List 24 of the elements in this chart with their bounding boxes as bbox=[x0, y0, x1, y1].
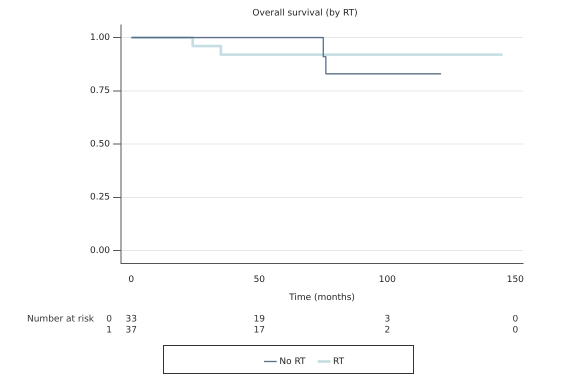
text: 37 bbox=[126, 325, 138, 336]
text: Number at risk bbox=[27, 314, 95, 324]
legend-label: RT bbox=[333, 356, 345, 367]
text: 0 bbox=[106, 314, 112, 324]
text: 3 bbox=[384, 314, 390, 324]
x-tick-label: 0 bbox=[128, 275, 134, 286]
x-tick-label: 150 bbox=[506, 275, 524, 286]
y-tick-label: 0.75 bbox=[90, 86, 110, 96]
x-tick-label: 100 bbox=[378, 275, 396, 286]
y-tick-label: 0.00 bbox=[90, 246, 110, 256]
text: 33 bbox=[126, 314, 138, 324]
x-tick-label: 50 bbox=[254, 275, 266, 286]
y-tick-label: 0.50 bbox=[90, 139, 110, 150]
x-axis-title: Time (months) bbox=[288, 292, 355, 303]
text: 0 bbox=[512, 314, 518, 324]
y-tick-label: 0.25 bbox=[90, 192, 110, 203]
text: 1 bbox=[106, 325, 112, 336]
chart-title: Overall survival (by RT) bbox=[252, 8, 358, 19]
text: 19 bbox=[254, 314, 266, 324]
text: 2 bbox=[384, 325, 390, 336]
text: 17 bbox=[254, 325, 266, 336]
text: 0 bbox=[512, 325, 518, 336]
legend-label: No RT bbox=[279, 356, 306, 367]
y-tick-label: 1.00 bbox=[90, 32, 110, 43]
